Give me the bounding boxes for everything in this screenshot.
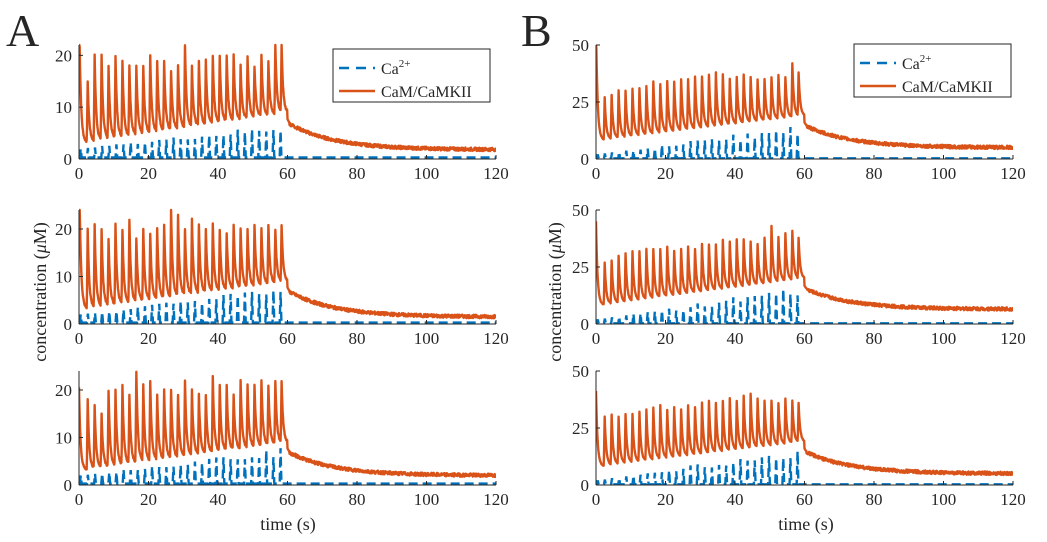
x-axis-label-a: time (s) (260, 514, 316, 535)
legend-b: Ca2+ CaM/CaMKII (853, 43, 1012, 98)
y-tick-label: 50 (572, 36, 589, 55)
y-tick-label: 20 (55, 46, 72, 65)
legend-a: Ca2+ CaM/CaMKII (332, 48, 491, 103)
x-tick-label: 100 (931, 329, 957, 348)
y-axis-label-a: concentration (μM) (30, 222, 51, 362)
x-tick-label: 80 (866, 490, 883, 509)
x-tick-label: 0 (75, 329, 84, 348)
x-tick-label: 40 (727, 490, 744, 509)
series-ca-line (79, 448, 496, 485)
series-camkii-line (596, 391, 1013, 477)
chart-pb2: 0 20 40 60 80 100 120 0 25 50 (572, 201, 1026, 348)
x-tick-label: 100 (414, 164, 440, 183)
y-tick-label: 50 (572, 362, 589, 381)
y-tick-label: 0 (581, 476, 590, 495)
x-tick-label: 120 (483, 490, 509, 509)
series-camkii-line (596, 44, 1013, 151)
y-tick-label: 0 (64, 476, 73, 495)
x-tick-label: 20 (657, 490, 674, 509)
panel-label-a: A (6, 5, 39, 56)
x-tick-label: 120 (1000, 329, 1026, 348)
y-axis-label-b: concentration (μM) (545, 222, 566, 362)
series-camkii-line (79, 208, 496, 320)
legend-label-ca-b: Ca2+ (902, 53, 932, 73)
x-tick-label: 60 (796, 490, 813, 509)
series-camkii-line (79, 370, 496, 479)
y-tick-label: 10 (55, 429, 72, 448)
x-tick-label: 20 (140, 329, 157, 348)
x-tick-label: 100 (414, 329, 440, 348)
y-tick-label: 10 (55, 98, 72, 117)
y-tick-label: 0 (581, 150, 590, 169)
x-tick-label: 40 (210, 164, 227, 183)
y-tick-label: 50 (572, 201, 589, 220)
x-tick-label: 0 (75, 490, 84, 509)
series-ca-line (596, 289, 1013, 324)
x-tick-label: 0 (75, 164, 84, 183)
x-tick-label: 80 (866, 329, 883, 348)
x-tick-label: 0 (592, 329, 601, 348)
x-tick-label: 40 (210, 329, 227, 348)
x-tick-label: 100 (414, 490, 440, 509)
legend-box-a (332, 48, 491, 103)
y-tick-label: 0 (581, 315, 590, 334)
x-tick-label: 40 (727, 329, 744, 348)
y-tick-label: 25 (572, 93, 589, 112)
legend-box-b (853, 43, 1012, 98)
y-tick-label: 20 (55, 220, 72, 239)
series-ca-line (596, 451, 1013, 485)
chart-pb3: 0 20 40 60 80 100 120 0 25 50 (572, 362, 1026, 509)
chart-pb1: 0 20 40 60 80 100 120 0 25 50 (572, 36, 1026, 183)
chart-pa1: 0 20 40 60 80 100 120 0 10 20 (55, 43, 509, 183)
chart-pa2: 0 20 40 60 80 100 120 0 10 20 (55, 208, 509, 348)
panel-label-b: B (521, 5, 552, 56)
x-tick-label: 20 (657, 329, 674, 348)
legend-label-cam-b: CaM/CaMKII (902, 79, 993, 96)
series-camkii-line (79, 43, 496, 153)
legend-label-cam-a: CaM/CaMKII (381, 84, 472, 101)
x-tick-label: 80 (349, 329, 366, 348)
x-tick-label: 0 (592, 164, 601, 183)
x-tick-label: 60 (279, 164, 296, 183)
series-camkii-line (596, 221, 1013, 312)
x-tick-label: 80 (349, 164, 366, 183)
x-tick-label: 20 (657, 164, 674, 183)
y-tick-label: 25 (572, 419, 589, 438)
legend-label-ca-a: Ca2+ (381, 58, 411, 78)
y-tick-label: 25 (572, 258, 589, 277)
x-tick-label: 120 (1000, 490, 1026, 509)
x-tick-label: 20 (140, 490, 157, 509)
x-tick-label: 0 (592, 490, 601, 509)
x-tick-label: 40 (727, 164, 744, 183)
chart-pa3: 0 20 40 60 80 100 120 0 10 20 (55, 370, 509, 509)
x-tick-label: 60 (279, 329, 296, 348)
series-ca-line (79, 290, 496, 324)
x-tick-label: 80 (349, 490, 366, 509)
x-tick-label: 80 (866, 164, 883, 183)
x-tick-label: 60 (796, 329, 813, 348)
y-tick-label: 0 (64, 150, 73, 169)
x-tick-label: 40 (210, 490, 227, 509)
x-tick-label: 100 (931, 490, 957, 509)
x-axis-label-b: time (s) (778, 514, 834, 535)
x-tick-label: 60 (796, 164, 813, 183)
y-tick-label: 10 (55, 268, 72, 287)
x-tick-label: 60 (279, 490, 296, 509)
x-tick-label: 120 (483, 164, 509, 183)
x-tick-label: 120 (1000, 164, 1026, 183)
x-tick-label: 120 (483, 329, 509, 348)
y-tick-label: 0 (64, 315, 73, 334)
y-tick-label: 20 (55, 381, 72, 400)
series-ca-line (79, 129, 496, 159)
x-tick-label: 20 (140, 164, 157, 183)
x-tick-label: 100 (931, 164, 957, 183)
series-ca-line (596, 127, 1013, 159)
